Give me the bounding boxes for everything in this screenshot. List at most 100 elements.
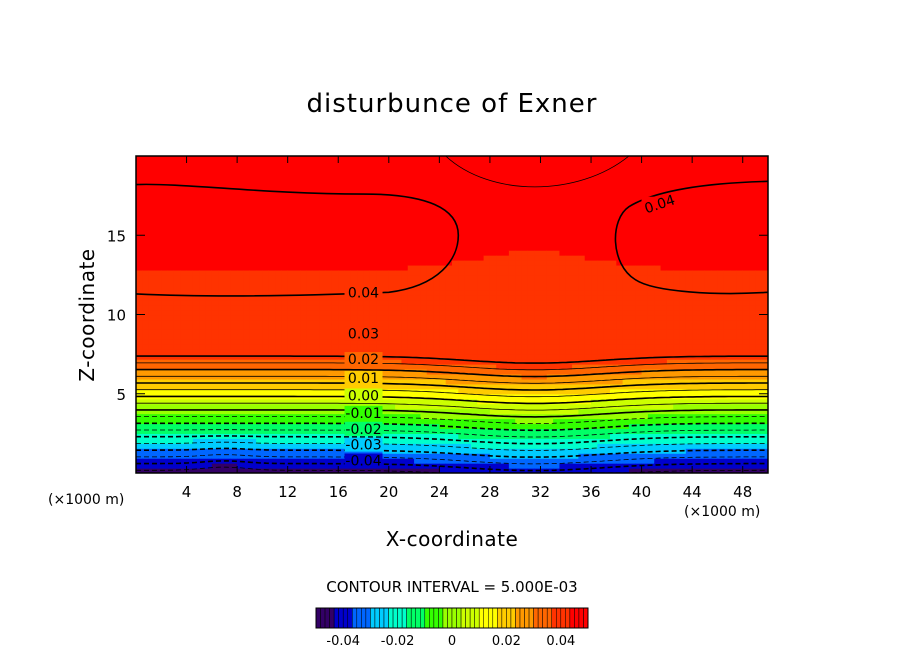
field-cell [565, 463, 573, 469]
field-cell [572, 165, 579, 172]
field-cell [578, 255, 586, 261]
field-cell [136, 359, 143, 365]
field-cell [553, 185, 561, 192]
field-cell [136, 378, 143, 385]
field-cell [186, 408, 194, 415]
field-cell [287, 463, 295, 469]
field-cell [256, 215, 263, 221]
field-cell [546, 368, 554, 375]
field-cell [521, 269, 529, 276]
field-cell [237, 324, 245, 330]
field-cell [306, 344, 314, 350]
field-cell [218, 205, 226, 212]
field-cell [565, 383, 573, 390]
field-cell [154, 274, 162, 281]
field-cell [243, 388, 251, 395]
field-cell [306, 334, 314, 340]
field-cell [180, 260, 188, 266]
field-cell [591, 294, 598, 301]
field-cell [312, 170, 320, 177]
field-cell [237, 344, 245, 350]
field-cell [218, 200, 226, 207]
field-cell [559, 339, 567, 345]
field-cell [268, 373, 276, 380]
field-cell [597, 175, 605, 182]
field-cell [458, 255, 466, 261]
field-cell [591, 299, 598, 306]
field-cell [477, 334, 485, 340]
field-cell [205, 220, 213, 226]
field-cell [388, 269, 396, 276]
field-cell [572, 339, 579, 345]
field-cell [401, 398, 409, 405]
field-cell [508, 403, 516, 410]
field-cell [294, 195, 301, 202]
field-cell [414, 260, 421, 266]
field-cell [534, 304, 542, 311]
field-cell [540, 383, 548, 390]
field-cell [199, 255, 207, 261]
field-cell [142, 245, 150, 251]
field-cell [142, 279, 150, 286]
field-cell [591, 413, 598, 420]
field-cell [262, 339, 270, 345]
field-cell [218, 359, 226, 365]
field-cell [382, 443, 390, 449]
field-cell [243, 438, 251, 444]
field-cell [502, 156, 510, 162]
field-cell [414, 413, 421, 420]
field-cell [597, 433, 605, 439]
field-cell [249, 383, 257, 390]
field-cell [572, 408, 579, 415]
field-cell [180, 220, 188, 226]
field-cell [502, 245, 510, 251]
field-cell [331, 344, 339, 350]
field-cell [161, 453, 169, 459]
field-cell [584, 304, 592, 311]
field-cell [344, 195, 352, 202]
field-cell [287, 373, 295, 380]
field-cell [610, 334, 617, 340]
field-cell [540, 260, 548, 266]
field-cell [521, 260, 529, 266]
field-cell [167, 294, 175, 301]
field-cell [572, 344, 579, 350]
field-cell [470, 220, 478, 226]
field-cell [243, 299, 251, 306]
field-cell [395, 230, 403, 236]
field-cell [344, 170, 352, 177]
field-cell [414, 309, 421, 316]
field-cell [275, 195, 282, 202]
field-cell [597, 200, 605, 207]
field-cell [275, 413, 282, 420]
field-cell [395, 453, 403, 459]
field-cell [186, 160, 194, 167]
field-cell [306, 215, 314, 221]
field-cell [237, 284, 245, 291]
field-cell [572, 309, 579, 316]
field-cell [268, 364, 276, 370]
field-cell [401, 200, 409, 207]
field-cell [508, 314, 516, 321]
field-cell [559, 260, 567, 266]
field-cell [331, 156, 339, 162]
field-cell [199, 225, 207, 231]
field-cell [161, 260, 169, 266]
field-cell [230, 220, 238, 226]
field-cell [401, 220, 409, 226]
field-cell [439, 215, 447, 221]
field-cell [489, 289, 497, 296]
field-cell [477, 235, 485, 241]
field-cell [477, 324, 485, 330]
field-cell [515, 428, 523, 434]
field-cell [458, 264, 466, 271]
field-cell [534, 284, 542, 291]
field-cell [578, 269, 586, 276]
field-cell [294, 344, 301, 350]
field-cell [414, 225, 421, 231]
field-cell [616, 165, 624, 172]
field-cell [489, 255, 497, 261]
field-cell [237, 438, 245, 444]
field-cell [521, 274, 529, 281]
field-cell [496, 170, 504, 177]
